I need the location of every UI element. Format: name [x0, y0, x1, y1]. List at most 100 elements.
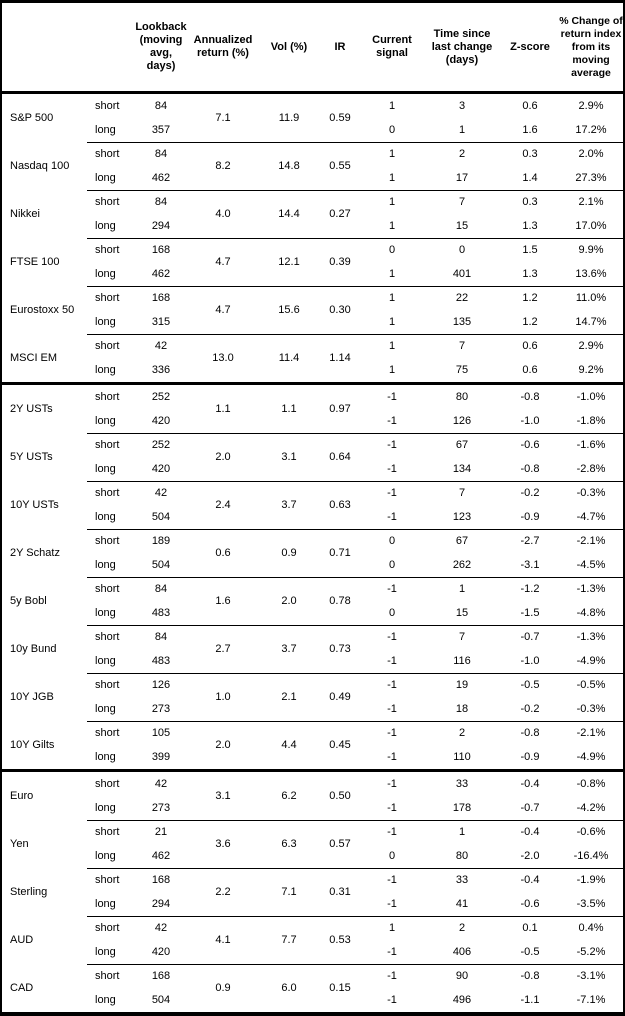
time-since-value: 126 [452, 414, 472, 427]
lookback-value: 420 [151, 462, 171, 475]
period-label: short [95, 486, 120, 499]
asset-group: 10Y USTs short 42 2.4 3.7 0.63 -1 7 -0.2 -0.3% lon… [2, 480, 623, 529]
period-label: long [95, 654, 116, 667]
pct-change-value: -1.3% [576, 630, 606, 643]
asset-group: Nikkei short 84 4.0 14.4 0.27 1 7 0.3 2.1% long 294… [2, 189, 623, 238]
current-signal-value: -1 [387, 897, 397, 910]
asset-group: 2Y USTs short 252 1.1 1.1 0.97 -1 80 -0.8 -1.0% lo… [2, 385, 623, 433]
table-body: S&P 500 short 84 7.1 11.9 0.59 1 3 0.6 2.9% long 35… [2, 94, 623, 1012]
lookback-value: 252 [151, 438, 171, 451]
zscore-value: -1.1 [520, 993, 540, 1006]
time-since-value: 2 [458, 726, 466, 739]
time-since-value: 116 [453, 654, 471, 667]
pct-change-value: 0.4% [578, 921, 604, 934]
lookback-value: 189 [151, 534, 171, 547]
asset-name: Euro [10, 789, 34, 802]
period-label: short [95, 825, 120, 838]
asset-name: Nikkei [10, 207, 40, 220]
asset-group: MSCI EM short 42 13.0 11.4 1.14 1 7 0.6 2.9% long 3… [2, 333, 623, 382]
pct-change-value: -0.8% [576, 777, 606, 790]
annualized-return-value: 1.0 [215, 690, 231, 703]
current-signal-value: 0 [388, 849, 396, 862]
pct-change-value: 2.0% [578, 147, 604, 160]
lookback-value: 105 [151, 726, 171, 739]
period-label: short [95, 777, 120, 790]
pct-change-value: -2.1% [576, 534, 606, 547]
current-signal-value: -1 [387, 702, 397, 715]
annualized-return-value: 0.9 [215, 981, 231, 994]
ir-value: 0.31 [329, 885, 351, 898]
annualized-return-value: 0.6 [215, 546, 231, 559]
annualized-return-value: 7.1 [215, 111, 231, 124]
period-label: long [95, 702, 116, 715]
pct-change-value: 17.2% [575, 123, 607, 136]
zscore-value: -0.5 [520, 678, 540, 691]
asset-group: 2Y Schatz short 189 0.6 0.9 0.71 0 67 -2.7 -2.1% l… [2, 528, 623, 577]
time-since-value: 19 [455, 678, 469, 691]
ir-value: 0.97 [329, 402, 351, 415]
period-label: long [95, 123, 116, 136]
zscore-value: 0.3 [522, 195, 538, 208]
zscore-value: -0.9 [520, 510, 540, 523]
zscore-value: 1.2 [522, 315, 538, 328]
current-signal-value: -1 [387, 777, 397, 790]
lookback-value: 84 [154, 147, 168, 160]
pct-change-value: -0.6% [576, 825, 606, 838]
annualized-return-value: 4.7 [215, 303, 231, 316]
period-label: long [95, 750, 116, 763]
zscore-value: -0.8 [520, 390, 540, 403]
zscore-value: -3.1 [520, 558, 540, 571]
lookback-value: 483 [151, 606, 171, 619]
current-signal-value: -1 [387, 993, 397, 1006]
asset-name: CAD [10, 981, 34, 994]
lookback-value: 462 [151, 849, 171, 862]
lookback-value: 84 [154, 582, 168, 595]
lookback-value: 504 [151, 558, 171, 571]
time-since-value: 80 [455, 390, 469, 403]
annualized-return-value: 4.1 [215, 933, 231, 946]
lookback-value: 42 [154, 921, 168, 934]
annualized-return-value: 2.0 [215, 738, 231, 751]
lookback-value: 273 [151, 702, 171, 715]
asset-group: AUD short 42 4.1 7.7 0.53 1 2 0.1 0.4% long 420 -1 40… [2, 915, 623, 964]
table-header-row: Lookback (moving avg, days) Annualized r… [2, 3, 623, 94]
period-label: short [95, 873, 120, 886]
header-annualized-return: Annualized return (%) [193, 34, 253, 59]
time-since-value: 110 [453, 750, 471, 763]
asset-group: 10Y JGB short 126 1.0 2.1 0.49 -1 19 -0.5 -0.5% lo… [2, 672, 623, 721]
pct-change-value: 9.2% [578, 363, 604, 376]
current-signal-value: 1 [388, 99, 396, 112]
current-signal-value: -1 [387, 414, 397, 427]
period-label: long [95, 510, 116, 523]
pct-change-value: -1.0% [576, 390, 606, 403]
period-label: long [95, 267, 116, 280]
pct-change-value: -3.5% [576, 897, 606, 910]
current-signal-value: 1 [388, 195, 396, 208]
pct-change-value: -2.8% [576, 462, 606, 475]
ir-value: 0.27 [329, 207, 351, 220]
time-since-value: 80 [455, 849, 469, 862]
period-label: long [95, 315, 116, 328]
ir-value: 0.64 [329, 450, 351, 463]
lookback-value: 336 [151, 363, 171, 376]
period-label: short [95, 534, 120, 547]
asset-name: 5y Bobl [10, 594, 47, 607]
vol-value: 6.2 [281, 789, 297, 802]
pct-change-value: -4.7% [576, 510, 606, 523]
ir-value: 0.45 [329, 738, 351, 751]
ir-value: 0.30 [329, 303, 351, 316]
current-signal-value: 1 [388, 171, 396, 184]
lookback-value: 294 [151, 897, 171, 910]
asset-name: AUD [10, 933, 34, 946]
current-signal-value: 1 [388, 921, 396, 934]
pct-change-value: 2.1% [578, 195, 604, 208]
zscore-value: -0.8 [520, 462, 540, 475]
annualized-return-value: 3.6 [215, 837, 231, 850]
period-label: short [95, 726, 120, 739]
asset-name: 5Y USTs [10, 450, 53, 463]
period-label: short [95, 291, 120, 304]
time-since-value: 1 [458, 582, 466, 595]
header-asset-blank [2, 3, 87, 91]
pct-change-value: -5.2% [576, 945, 606, 958]
